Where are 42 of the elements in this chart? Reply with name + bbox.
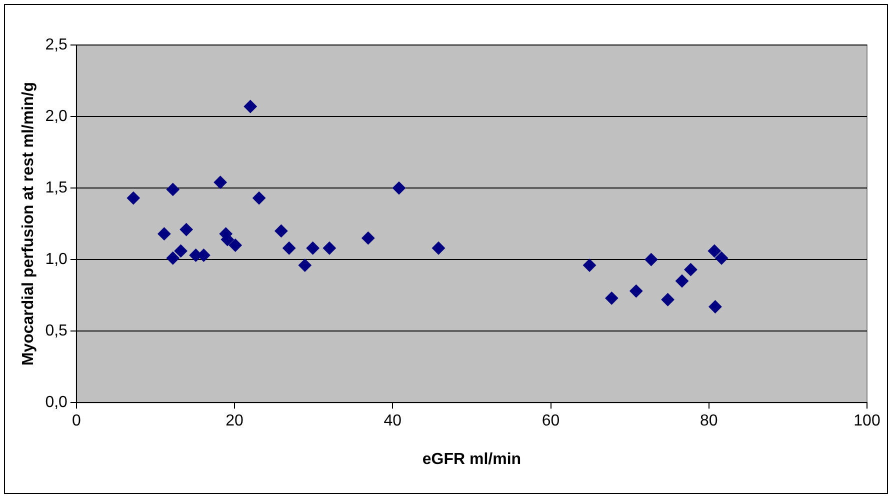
y-tick-label: 1,0: [45, 250, 68, 268]
x-tick-label: 100: [854, 412, 880, 430]
point: [362, 232, 375, 245]
point: [306, 242, 320, 255]
y-tick-label: 2,5: [45, 36, 68, 54]
point: [244, 100, 257, 114]
point: [158, 227, 171, 240]
point: [252, 192, 266, 205]
point: [166, 252, 180, 265]
point: [684, 263, 698, 276]
y-tick-label: 2,0: [45, 108, 68, 125]
point: [605, 292, 618, 305]
point: [174, 244, 188, 258]
x-tick-label: 0: [72, 412, 81, 430]
x-tick-label: 60: [542, 412, 560, 430]
point: [322, 242, 336, 255]
y-tick-label: 1,5: [45, 179, 68, 196]
y-axis-title: Myocardial perfusion at rest ml/min/g: [20, 82, 38, 366]
point: [282, 242, 296, 255]
point: [708, 300, 722, 314]
point: [630, 284, 643, 298]
x-tick-label: 80: [700, 412, 718, 430]
point: [583, 258, 596, 272]
point: [214, 176, 227, 189]
x-tick-label: 40: [384, 412, 402, 430]
point: [180, 223, 193, 236]
point: [274, 224, 288, 238]
point: [715, 252, 728, 265]
point: [676, 274, 689, 288]
x-axis-title: eGFR ml/min: [422, 450, 522, 468]
point: [432, 242, 446, 255]
y-tick-label: 0,5: [45, 322, 68, 340]
point: [661, 293, 674, 306]
point: [298, 258, 312, 272]
point: [228, 238, 242, 252]
point: [166, 182, 180, 196]
y-tick-label: 0,0: [45, 394, 68, 412]
point: [644, 253, 658, 266]
point: [126, 192, 140, 205]
point: [708, 244, 721, 258]
point: [392, 182, 406, 195]
x-tick-label: 20: [226, 412, 244, 430]
